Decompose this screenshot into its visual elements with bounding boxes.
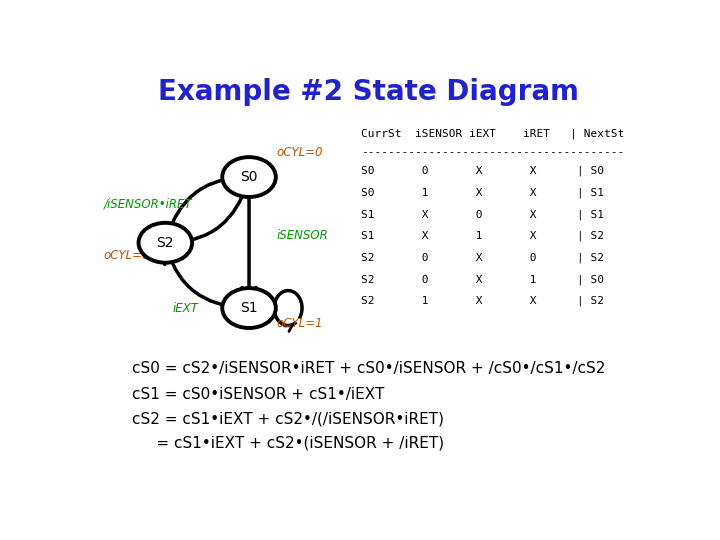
Text: S1       X       1       X      | S2: S1 X 1 X | S2 <box>361 231 603 241</box>
Text: S2       1       X       X      | S2: S2 1 X X | S2 <box>361 296 603 306</box>
Text: cS2 = cS1•iEXT + cS2•/(/iSENSOR•iRET): cS2 = cS1•iEXT + cS2•/(/iSENSOR•iRET) <box>132 411 444 427</box>
Text: Example #2 State Diagram: Example #2 State Diagram <box>158 78 580 106</box>
Circle shape <box>138 223 192 263</box>
Text: S0       0       X       X      | S0: S0 0 X X | S0 <box>361 166 603 177</box>
FancyArrowPatch shape <box>165 252 243 308</box>
Text: oCYL=1: oCYL=1 <box>277 317 323 330</box>
Text: S1       X       0       X      | S1: S1 X 0 X | S1 <box>361 209 603 220</box>
Text: S1: S1 <box>240 301 258 315</box>
Text: /iSENSOR•iRET: /iSENSOR•iRET <box>104 198 192 211</box>
Text: iSENSOR: iSENSOR <box>277 229 328 242</box>
Circle shape <box>222 288 276 328</box>
Text: cS0 = cS2•/iSENSOR•iRET + cS0•/iSENSOR + /cS0•/cS1•/cS2: cS0 = cS2•/iSENSOR•iRET + cS0•/iSENSOR +… <box>132 361 606 376</box>
Text: iEXT: iEXT <box>173 302 198 315</box>
Text: S2       0       X       1      | S0: S2 0 X 1 | S0 <box>361 274 603 285</box>
Text: ---------------------------------------: --------------------------------------- <box>361 147 624 157</box>
Text: S2: S2 <box>156 236 174 250</box>
Text: = cS1•iEXT + cS2•(iSENSOR + /iRET): = cS1•iEXT + cS2•(iSENSOR + /iRET) <box>132 436 444 451</box>
FancyArrowPatch shape <box>175 183 248 248</box>
Text: cS1 = cS0•iSENSOR + cS1•/iEXT: cS1 = cS0•iSENSOR + cS1•/iEXT <box>132 387 384 402</box>
FancyArrowPatch shape <box>167 171 240 237</box>
Text: S0       1       X       X      | S1: S0 1 X X | S1 <box>361 187 603 198</box>
Text: oCYL=0: oCYL=0 <box>104 249 150 262</box>
FancyArrowPatch shape <box>242 183 256 299</box>
Text: S0: S0 <box>240 170 258 184</box>
Text: CurrSt  iSENSOR iEXT    iRET   | NextSt: CurrSt iSENSOR iEXT iRET | NextSt <box>361 128 624 139</box>
Circle shape <box>222 157 276 197</box>
Text: oCYL=0: oCYL=0 <box>277 146 323 159</box>
Text: S2       0       X       0      | S2: S2 0 X 0 | S2 <box>361 253 603 263</box>
